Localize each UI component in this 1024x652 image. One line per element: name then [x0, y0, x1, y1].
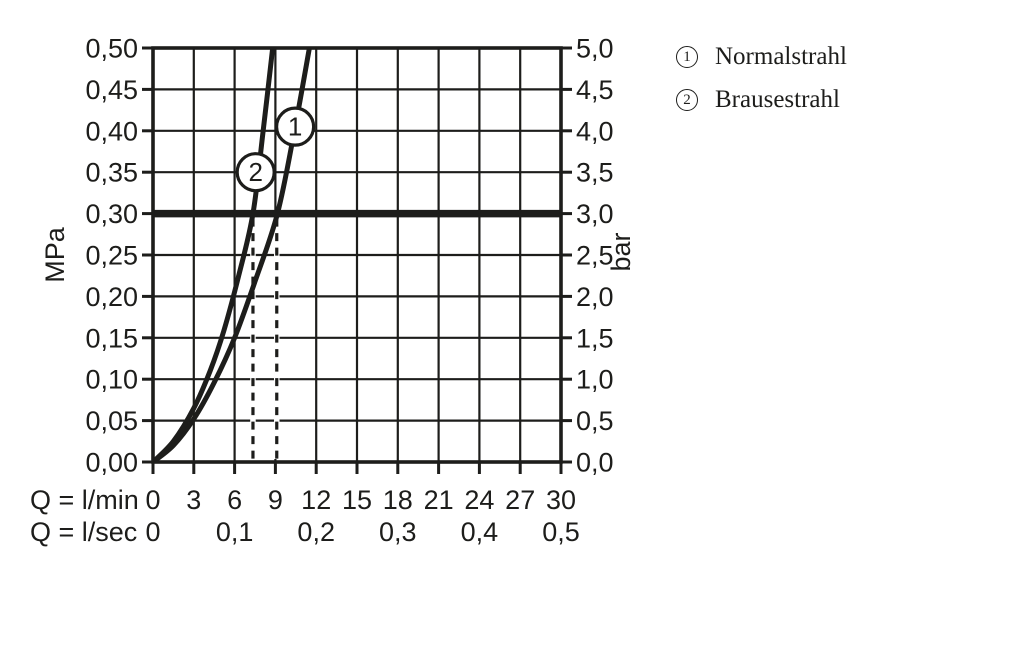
x-axis-lmin-tick-label: 27: [505, 485, 535, 515]
curve-marker-circle-2: [235, 152, 276, 193]
x-axis-lmin-tick-label: 15: [342, 485, 372, 515]
right-axis-tick-label: 3,5: [576, 158, 614, 188]
left-axis-tick-label: 0,45: [85, 75, 138, 105]
x-axis-lsec-tick-label: 0,1: [216, 517, 254, 547]
x-axis-lmin-tick-label: 21: [424, 485, 454, 515]
left-axis-tick-label: 0,20: [85, 282, 138, 312]
left-axis-tick-label: 0,10: [85, 365, 138, 395]
x-axis-lmin-tick-label: 18: [383, 485, 413, 515]
right-axis-tick-label: 5,0: [576, 33, 614, 63]
right-axis-tick-label: 3,0: [576, 199, 614, 229]
x-axis-lmin-tick-label: 0: [145, 485, 160, 515]
left-axis-tick-label: 0,00: [85, 447, 138, 477]
x-axis-lmin-tick-label: 6: [227, 485, 242, 515]
right-axis-tick-label: 4,5: [576, 75, 614, 105]
right-axis-tick-label: 0,0: [576, 447, 614, 477]
left-axis-tick-label: 0,40: [85, 116, 138, 146]
left-axis-tick-label: 0,35: [85, 158, 138, 188]
right-axis-tick-label: 4,0: [576, 116, 614, 146]
legend-item-normalstrahl: 1 Normalstrahl: [676, 43, 847, 70]
y-axis-right-label-bar: bar: [606, 232, 636, 271]
x-axis-lmin-tick-label: 12: [301, 485, 331, 515]
x-axis-lsec-label: Q = l/sec: [30, 517, 137, 547]
x-axis-lmin-tick-label: 24: [464, 485, 494, 515]
left-axis-tick-label: 0,25: [85, 240, 138, 270]
right-axis-tick-label: 0,5: [576, 406, 614, 436]
legend-item-brausestrahl: 2 Brausestrahl: [676, 86, 847, 113]
left-axis-tick-label: 0,05: [85, 406, 138, 436]
left-axis-tick-label: 0,50: [85, 33, 138, 63]
left-axis-tick-label: 0,30: [85, 199, 138, 229]
x-axis-lsec-tick-label: 0,5: [542, 517, 580, 547]
right-axis-tick-label: 1,5: [576, 323, 614, 353]
curve-marker-circle-1: [275, 106, 316, 147]
x-axis-lmin-tick-label: 3: [186, 485, 201, 515]
x-axis-lmin-tick-label: 30: [546, 485, 576, 515]
x-axis-lsec-tick-label: 0,4: [461, 517, 499, 547]
right-axis-tick-label: 2,0: [576, 282, 614, 312]
legend: 1 Normalstrahl 2 Brausestrahl: [676, 43, 847, 113]
x-axis-lsec-tick-label: 0,2: [297, 517, 335, 547]
x-axis-lmin-label: Q = l/min: [30, 485, 139, 515]
left-axis-tick-label: 0,15: [85, 323, 138, 353]
curve-marker-number-1: 1: [288, 112, 302, 142]
legend-symbol-2-icon: 2: [676, 89, 698, 111]
right-axis-tick-label: 1,0: [576, 365, 614, 395]
x-axis-lsec-tick-label: 0,3: [379, 517, 417, 547]
curve-marker-number-2: 2: [248, 157, 262, 187]
legend-label-brausestrahl: Brausestrahl: [715, 86, 840, 113]
legend-symbol-1-icon: 1: [676, 46, 698, 68]
x-axis-lsec-tick-label: 0: [145, 517, 160, 547]
right-axis-tick-label: 2,5: [576, 240, 614, 270]
curve-2-brausestrahl: [153, 48, 276, 462]
x-axis-lmin-tick-label: 9: [268, 485, 283, 515]
legend-label-normalstrahl: Normalstrahl: [715, 43, 847, 70]
y-axis-left-label-mpa: MPa: [40, 226, 70, 283]
